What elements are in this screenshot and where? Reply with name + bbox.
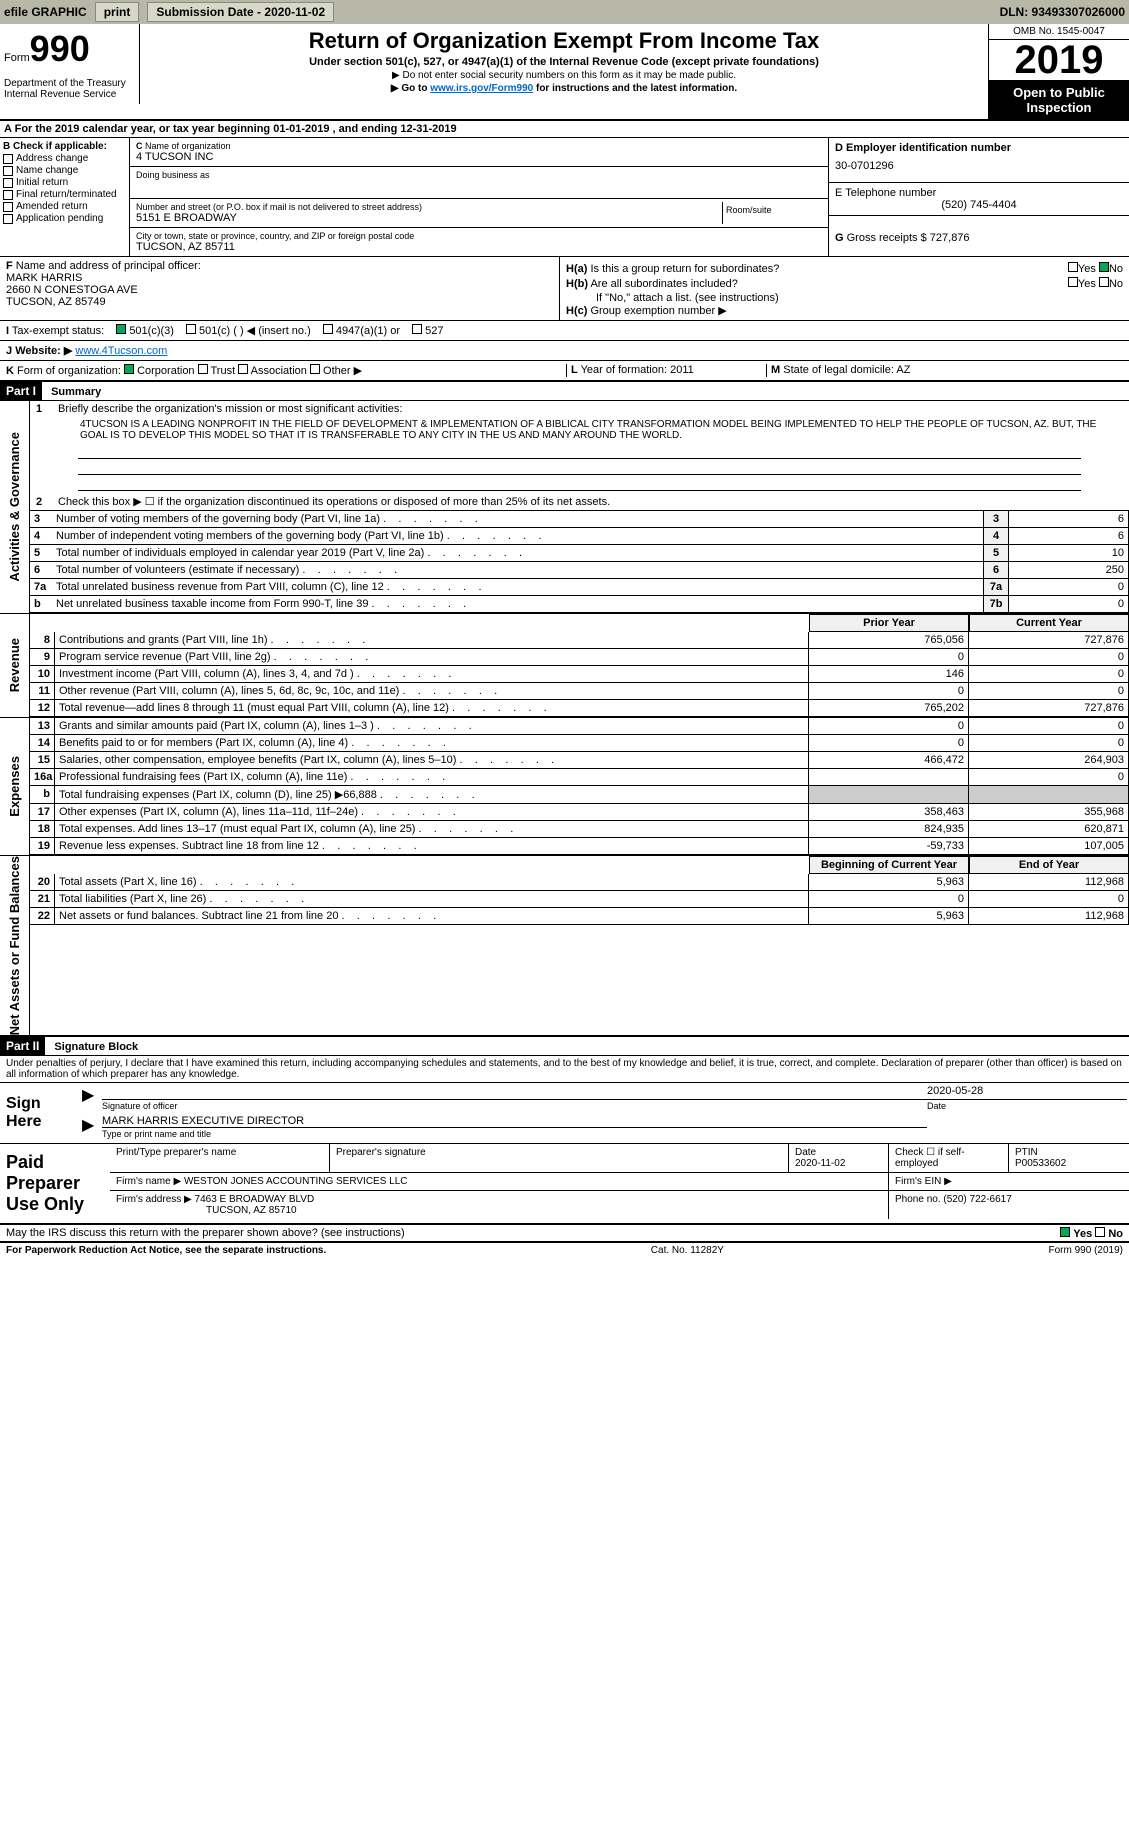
row-j: J Website: ▶ www.4Tucson.com bbox=[0, 341, 1129, 361]
topbar: efile GRAPHIC print Submission Date - 20… bbox=[0, 0, 1129, 24]
row-klm: K Form of organization: Corporation Trus… bbox=[0, 361, 1129, 382]
ha-yes[interactable] bbox=[1068, 262, 1078, 272]
department: Department of the Treasury Internal Reve… bbox=[0, 74, 140, 104]
print-button[interactable]: print bbox=[95, 2, 140, 22]
instruction-2: ▶ Go to www.irs.gov/Form990 for instruct… bbox=[144, 83, 984, 94]
paid-preparer: Paid Preparer Use Only Print/Type prepar… bbox=[0, 1144, 1129, 1225]
street-address: 5151 E BROADWAY bbox=[136, 212, 722, 224]
info-grid: B Check if applicable: Address change Na… bbox=[0, 138, 1129, 257]
submission-date: Submission Date - 2020-11-02 bbox=[147, 2, 334, 22]
officer-name: MARK HARRIS bbox=[6, 272, 553, 284]
discuss-yes[interactable] bbox=[1060, 1227, 1070, 1237]
discuss-no[interactable] bbox=[1095, 1227, 1105, 1237]
sig-date: 2020-05-28 bbox=[927, 1085, 1127, 1099]
firm-name: WESTON JONES ACCOUNTING SERVICES LLC bbox=[184, 1176, 408, 1187]
app-pending-checkbox[interactable] bbox=[3, 214, 13, 224]
subtitle: Under section 501(c), 527, or 4947(a)(1)… bbox=[144, 56, 984, 68]
part2-header: Part II Signature Block bbox=[0, 1035, 1129, 1056]
officer-name-title: MARK HARRIS EXECUTIVE DIRECTOR bbox=[102, 1115, 927, 1127]
page-footer: For Paperwork Reduction Act Notice, see … bbox=[0, 1243, 1129, 1258]
section-deg: D Employer identification number 30-0701… bbox=[829, 138, 1129, 256]
section-c: C Name of organization 4 TUCSON INC Doin… bbox=[130, 138, 829, 256]
ein: 30-0701296 bbox=[835, 154, 1123, 178]
signature-declaration: Under penalties of perjury, I declare th… bbox=[0, 1056, 1129, 1083]
city-state-zip: TUCSON, AZ 85711 bbox=[136, 241, 822, 253]
tax-year: 2019 bbox=[989, 40, 1129, 81]
name-change-checkbox[interactable] bbox=[3, 166, 13, 176]
final-return-checkbox[interactable] bbox=[3, 190, 13, 200]
501c3-checkbox[interactable] bbox=[116, 324, 126, 334]
part1-header: Part I Summary bbox=[0, 382, 1129, 401]
initial-return-checkbox[interactable] bbox=[3, 178, 13, 188]
activities-label: Activities & Governance bbox=[7, 432, 22, 582]
activities-section: Activities & Governance 1Briefly describ… bbox=[0, 401, 1129, 613]
ha-no[interactable] bbox=[1099, 262, 1109, 272]
section-a: A For the 2019 calendar year, or tax yea… bbox=[0, 121, 1129, 138]
org-name: 4 TUCSON INC bbox=[136, 151, 822, 163]
mission-text: 4TUCSON IS A LEADING NONPROFIT IN THE FI… bbox=[30, 417, 1129, 443]
row-i: I Tax-exempt status: 501(c)(3) 501(c) ( … bbox=[0, 321, 1129, 341]
amended-return-checkbox[interactable] bbox=[3, 202, 13, 212]
dln: DLN: 93493307026000 bbox=[1000, 5, 1125, 19]
corp-checkbox[interactable] bbox=[124, 364, 134, 374]
hb-no[interactable] bbox=[1099, 277, 1109, 287]
phone: (520) 745-4404 bbox=[835, 199, 1123, 211]
website-link[interactable]: www.4Tucson.com bbox=[75, 345, 167, 357]
addr-change-checkbox[interactable] bbox=[3, 154, 13, 164]
gross-receipts: 727,876 bbox=[930, 232, 970, 244]
governance-table: 3Number of voting members of the governi… bbox=[30, 510, 1129, 613]
efile-label: efile GRAPHIC bbox=[4, 5, 87, 19]
sign-here: Sign Here ▶ Signature of officer 2020-05… bbox=[0, 1083, 1129, 1144]
open-to-public: Open to Public Inspection bbox=[989, 81, 1129, 119]
ptin: P00533602 bbox=[1015, 1158, 1123, 1169]
irs-link[interactable]: www.irs.gov/Form990 bbox=[430, 83, 533, 94]
row-fh: F Name and address of principal officer:… bbox=[0, 257, 1129, 321]
section-b: B Check if applicable: Address change Na… bbox=[0, 138, 130, 256]
page-title: Return of Organization Exempt From Incom… bbox=[144, 28, 984, 54]
discuss-row: May the IRS discuss this return with the… bbox=[0, 1225, 1129, 1243]
form-number-box: Form990 bbox=[0, 24, 140, 74]
hb-yes[interactable] bbox=[1068, 277, 1078, 287]
instruction-1: ▶ Do not enter social security numbers o… bbox=[144, 70, 984, 81]
firm-phone: (520) 722-6617 bbox=[943, 1194, 1011, 1205]
form-header: Form990 Department of the Treasury Inter… bbox=[0, 24, 1129, 121]
